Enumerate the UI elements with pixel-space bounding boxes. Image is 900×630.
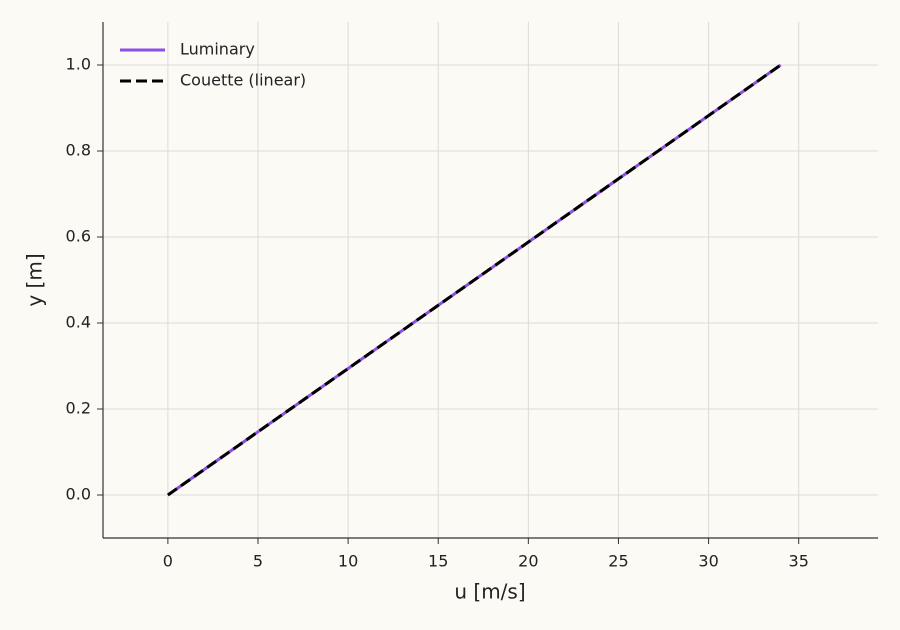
y-tick-label: 1.0	[66, 55, 91, 74]
y-tick-label: 0.2	[66, 399, 91, 418]
x-tick-label: 0	[163, 552, 173, 571]
x-tick-label: 25	[608, 552, 628, 571]
y-tick-label: 0.8	[66, 141, 91, 160]
x-tick-label: 10	[338, 552, 358, 571]
x-tick-label: 5	[253, 552, 263, 571]
x-tick-label: 30	[698, 552, 718, 571]
y-tick-label: 0.6	[66, 227, 91, 246]
x-tick-label: 35	[789, 552, 809, 571]
legend-label: Luminary	[180, 40, 255, 59]
x-tick-label: 15	[428, 552, 448, 571]
y-axis-label: y [m]	[23, 253, 47, 306]
x-tick-label: 20	[518, 552, 538, 571]
y-tick-label: 0.0	[66, 485, 91, 504]
data-line	[167, 63, 782, 497]
x-axis-label: u [m/s]	[454, 580, 525, 604]
y-tick-label: 0.4	[66, 313, 91, 332]
legend-label: Couette (linear)	[180, 71, 306, 90]
